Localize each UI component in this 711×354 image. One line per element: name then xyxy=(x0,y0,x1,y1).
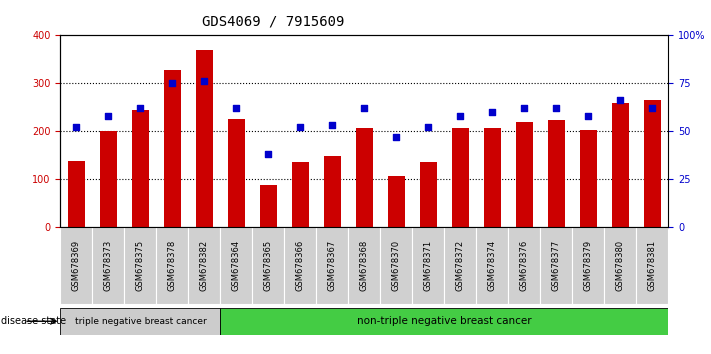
Bar xyxy=(220,227,252,304)
Bar xyxy=(316,227,348,304)
Bar xyxy=(380,227,412,304)
Bar xyxy=(419,162,437,227)
Bar xyxy=(444,227,476,304)
Bar xyxy=(547,120,565,227)
Bar xyxy=(604,227,636,304)
Point xyxy=(326,122,338,128)
Point xyxy=(583,113,594,119)
Bar xyxy=(356,128,373,227)
Bar xyxy=(643,100,661,227)
Bar xyxy=(611,103,629,227)
Point xyxy=(166,80,178,86)
Point xyxy=(135,105,146,111)
Point xyxy=(71,124,82,130)
Point xyxy=(198,79,210,84)
Bar xyxy=(636,227,668,304)
Bar xyxy=(196,50,213,227)
Bar xyxy=(579,130,597,227)
Point xyxy=(614,98,626,103)
Bar xyxy=(476,227,508,304)
Text: GSM678380: GSM678380 xyxy=(616,240,625,291)
Point xyxy=(518,105,530,111)
Point xyxy=(486,109,498,115)
Bar xyxy=(164,70,181,227)
Bar xyxy=(260,184,277,227)
Bar xyxy=(540,227,572,304)
Point xyxy=(455,113,466,119)
Text: triple negative breast cancer: triple negative breast cancer xyxy=(75,317,206,326)
Text: GSM678366: GSM678366 xyxy=(296,240,305,291)
Point xyxy=(262,151,274,157)
Bar xyxy=(220,308,668,335)
Point xyxy=(103,113,114,119)
Bar xyxy=(188,227,220,304)
Text: GSM678368: GSM678368 xyxy=(360,240,369,291)
Bar xyxy=(572,227,604,304)
Bar xyxy=(92,227,124,304)
Text: GSM678372: GSM678372 xyxy=(456,240,465,291)
Bar xyxy=(451,128,469,227)
Text: GSM678381: GSM678381 xyxy=(648,240,657,291)
Text: GSM678364: GSM678364 xyxy=(232,240,241,291)
Point xyxy=(647,105,658,111)
Bar xyxy=(100,131,117,227)
Bar xyxy=(483,128,501,227)
Bar xyxy=(348,227,380,304)
Text: GSM678370: GSM678370 xyxy=(392,240,401,291)
Text: GSM678378: GSM678378 xyxy=(168,240,177,291)
Bar xyxy=(515,122,533,227)
Point xyxy=(550,105,562,111)
Bar xyxy=(284,227,316,304)
Text: GSM678377: GSM678377 xyxy=(552,240,561,291)
Bar xyxy=(60,227,92,304)
Text: GSM678369: GSM678369 xyxy=(72,240,81,291)
Bar xyxy=(132,110,149,227)
Bar xyxy=(324,156,341,227)
Text: GSM678382: GSM678382 xyxy=(200,240,209,291)
Bar xyxy=(412,227,444,304)
Text: GSM678367: GSM678367 xyxy=(328,240,337,291)
Text: GSM678374: GSM678374 xyxy=(488,240,497,291)
Text: GSM678373: GSM678373 xyxy=(104,240,113,291)
Text: disease state: disease state xyxy=(1,316,66,326)
Bar xyxy=(156,227,188,304)
Bar xyxy=(508,227,540,304)
Text: GSM678379: GSM678379 xyxy=(584,240,593,291)
Point xyxy=(358,105,370,111)
Bar xyxy=(60,308,220,335)
Bar xyxy=(124,227,156,304)
Bar xyxy=(387,176,405,227)
Text: GSM678365: GSM678365 xyxy=(264,240,273,291)
Text: non-triple negative breast cancer: non-triple negative breast cancer xyxy=(357,316,532,326)
Point xyxy=(422,124,434,130)
Text: GSM678375: GSM678375 xyxy=(136,240,145,291)
Text: GDS4069 / 7915609: GDS4069 / 7915609 xyxy=(202,14,344,28)
Text: GSM678371: GSM678371 xyxy=(424,240,433,291)
Bar xyxy=(228,119,245,227)
Point xyxy=(294,124,306,130)
Bar xyxy=(292,162,309,227)
Bar xyxy=(252,227,284,304)
Point xyxy=(391,134,402,139)
Text: GSM678376: GSM678376 xyxy=(520,240,529,291)
Bar xyxy=(68,161,85,227)
Point xyxy=(230,105,242,111)
